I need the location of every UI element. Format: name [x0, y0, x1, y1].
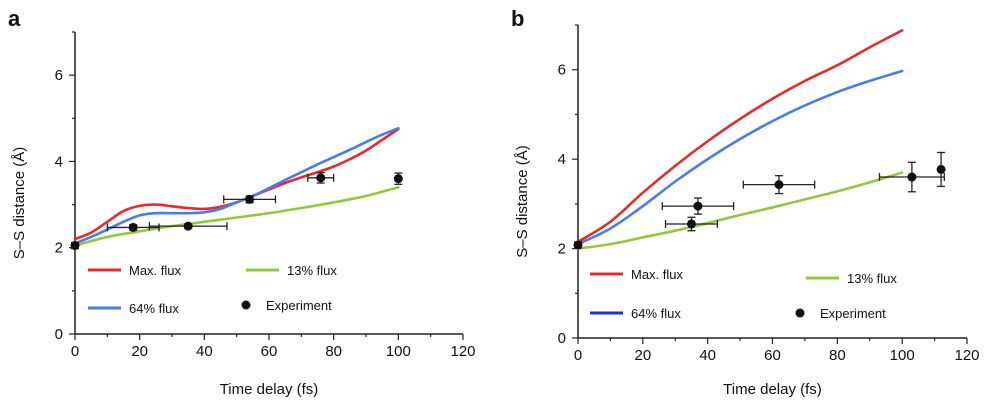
series-line-max-flux [576, 29, 904, 244]
x-tick-label: 20 [131, 343, 148, 360]
series-line-64-flux [576, 69, 904, 246]
legend-label: Experiment [266, 298, 332, 313]
legend-label: 13% flux [287, 263, 337, 278]
x-tick-label: 60 [261, 343, 278, 360]
x-tick-label: 120 [450, 343, 475, 360]
experiment-point [316, 173, 326, 183]
x-tick-label: 40 [196, 343, 213, 360]
experiment-point [693, 201, 703, 211]
x-axis-title: Time delay (fs) [220, 381, 319, 398]
legend-marker [241, 300, 251, 310]
x-tick-label: 60 [764, 347, 781, 364]
series-line-13-flux [73, 186, 400, 247]
x-tick-label: 0 [71, 343, 79, 360]
experiment-point [183, 221, 193, 231]
legend-label: 64% flux [129, 301, 179, 316]
experiment-point [70, 241, 80, 251]
x-tick-label: 80 [829, 347, 846, 364]
x-axis-title: Time delay (fs) [723, 381, 822, 398]
legend-label: Max. flux [631, 267, 684, 282]
x-tick-label: 100 [386, 343, 411, 360]
experiment-point [686, 219, 696, 229]
legend-label: Max. flux [129, 263, 182, 278]
y-tick-label: 0 [55, 326, 63, 343]
experiment-point [936, 164, 946, 174]
legend-label: 64% flux [631, 306, 681, 321]
experiment-point [573, 240, 583, 250]
y-axis-title: S–S distance (Å) [11, 147, 28, 260]
y-tick-label: 0 [558, 330, 566, 347]
experiment-point [774, 180, 784, 190]
series-line-64-flux [73, 126, 400, 245]
legend-marker [795, 308, 805, 318]
x-tick-label: 20 [634, 347, 651, 364]
x-tick-label: 0 [574, 347, 582, 364]
y-tick-label: 2 [55, 240, 63, 257]
x-tick-label: 100 [890, 347, 915, 364]
panel-b: b 0 20 40 60 80 100 120 0 2 4 6 Time delay (fs) S–S d… [511, 6, 980, 398]
experiment-point [907, 172, 917, 182]
y-tick-label: 6 [558, 62, 566, 79]
y-axis-title: S–S distance (Å) [514, 145, 531, 258]
y-tick-label: 4 [55, 153, 63, 170]
legend-label: Experiment [820, 306, 886, 321]
legend-label: 13% flux [847, 271, 897, 286]
x-tick-label: 80 [325, 343, 342, 360]
y-tick-label: 4 [558, 151, 566, 168]
experiment-point [245, 194, 255, 204]
experiment-point [393, 174, 403, 184]
series-line-13-flux [576, 171, 904, 250]
panel-a: a 0 20 40 60 80 100 120 0 2 4 6 Time delay (fs) S–S d… [8, 6, 476, 398]
panel-letter: b [511, 6, 524, 31]
experiment-point [128, 222, 138, 232]
x-tick-label: 40 [699, 347, 716, 364]
panel-letter: a [8, 6, 21, 31]
x-tick-label: 120 [954, 347, 979, 364]
y-tick-label: 2 [558, 241, 566, 258]
y-tick-label: 6 [55, 67, 63, 84]
